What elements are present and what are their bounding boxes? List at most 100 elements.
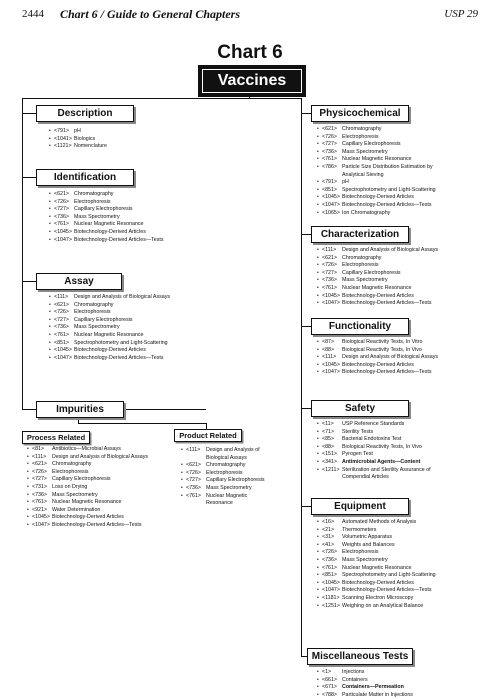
category-box-safety: Safety <box>311 400 409 417</box>
category-list-safety: <11> USP Reference Standards <71> Sterility… <box>317 421 431 482</box>
category-title: Impurities <box>56 404 104 415</box>
chapter-name: Capillary Electrophoresis <box>206 477 265 484</box>
list-item: <761> Nuclear Magnetic Resonance <box>317 564 436 573</box>
chapter-name: Particulate Matter in Injections <box>342 691 413 698</box>
chapter-name: Sterility Tests <box>342 428 374 435</box>
list-item: <736> Mass Spectrometry <box>27 492 148 500</box>
category-title: Characterization <box>320 229 400 240</box>
chapter-name: Capillary Electrophoresis <box>52 476 111 483</box>
chapter-code: <88> <box>322 443 335 450</box>
chapter-code: <761> <box>322 284 338 291</box>
chapter-name: Thermometers <box>342 526 377 533</box>
chapter-name: Design and Analysis of <box>206 447 260 453</box>
chapter-name: Containers—Permeation <box>342 684 404 691</box>
chapter-name: Biotechnology-Derived Articles—Tests <box>342 201 432 208</box>
impurities-h <box>78 423 206 424</box>
category-box-identification: Identification <box>36 169 134 186</box>
category-title: Functionality <box>328 321 392 332</box>
list-item: <761> Nuclear Magnetic Resonance <box>27 499 148 507</box>
chapter-name: Nuclear Magnetic Resonance <box>342 564 412 571</box>
category-title: Equipment <box>334 501 386 512</box>
list-item: <1047>Biotechnology-Derived Articles—Tes… <box>317 201 436 210</box>
chapter-code: <736> <box>322 556 338 563</box>
chapter-name: Weights and Balances <box>342 541 395 548</box>
list-item: <1065>Ion Chromatography <box>317 209 436 218</box>
chapter-name-continued: Compendial Articles <box>342 474 389 481</box>
list-item: <727> Capillary Electrophoresis <box>27 476 148 484</box>
right-branch <box>301 326 311 327</box>
list-item: <111> Design and Analysis of Biological A… <box>317 354 438 362</box>
chapter-name: Biotechnology-Derived Articles <box>74 347 146 354</box>
list-item: <111> Design and Analysis of Biological A… <box>317 247 438 255</box>
category-title: Assay <box>64 276 94 287</box>
subbox-title: Product Related <box>179 431 237 440</box>
chapter-code: <761> <box>186 492 202 499</box>
chapter-code: <85> <box>322 436 335 443</box>
list-item: <621> Chromatography <box>317 254 438 263</box>
list-item: <71> Sterility Tests <box>317 428 431 437</box>
chapter-code: <736> <box>54 324 70 331</box>
chapter-name: Biotechnology-Derived Articles <box>342 194 414 201</box>
category-list-miscellaneous: <1> Injections <661> Containers <671> Contain… <box>317 669 413 699</box>
list-item: <726> Electrophoresis <box>49 309 170 317</box>
chapter-code: <71> <box>322 428 335 435</box>
chapter-name: Electrophoresis <box>206 469 243 476</box>
chapter-code: <661> <box>322 676 338 683</box>
category-box-functionality: Functionality <box>311 318 409 335</box>
list-item: <761> Nuclear Magnetic Resonance <box>49 221 164 229</box>
left-branch <box>22 113 36 114</box>
chapter-name: Biotechnology-Derived Articles—Tests <box>74 236 164 243</box>
category-title: Miscellaneous Tests <box>311 651 409 662</box>
chapter-code: <621> <box>322 254 338 261</box>
chapter-name: Pyrogen Test <box>342 451 373 458</box>
right-trunk <box>301 98 302 656</box>
chapter-name: Injections <box>342 669 365 675</box>
category-list-description: <791> pH<1041>Biologics<1121>Nomenclature <box>49 128 107 151</box>
list-item: <87> Biological Reactivity Tests, In Vitr… <box>317 339 438 347</box>
chapter-name: Antibiotics—Microbial Assays <box>52 446 121 452</box>
chapter-code: <851> <box>322 186 338 193</box>
list-item: <726> Electrophoresis <box>27 469 148 477</box>
chapter-name: Design and Analysis of Biological Assays <box>342 247 438 253</box>
chapter-code: <1181> <box>322 594 340 601</box>
chapter-code: <1> <box>322 669 332 675</box>
chapter-code: <1065> <box>322 209 340 216</box>
chapter-name: Mass Spectrometry <box>342 148 388 155</box>
chapter-name: Biotechnology-Derived Articles—Tests <box>342 300 432 307</box>
right-branch <box>301 113 311 114</box>
list-item: <1047>Biotechnology-Derived Articles—Tes… <box>317 587 436 595</box>
chapter-name: Biologics <box>74 135 96 142</box>
list-item: <736> Mass Spectrometry <box>317 148 436 157</box>
chapter-code: <621> <box>32 461 48 468</box>
chapter-name: Nuclear Magnetic Resonance <box>74 331 144 338</box>
list-item: <736> Mass Spectrometry <box>49 324 170 332</box>
chapter-name: Design and Analysis of Biological Assays <box>342 354 438 361</box>
list-item: <1> Injections <box>317 669 413 677</box>
chapter-name-continued: Analytical Sieving <box>342 171 384 178</box>
list-item: <1047>Biotechnology-Derived Articles—Tes… <box>317 369 438 377</box>
chapter-name: Nuclear Magnetic Resonance <box>52 499 122 506</box>
category-box-assay: Assay <box>36 273 122 290</box>
chapter-code: <621> <box>186 462 202 469</box>
chapter-name: Biotechnology-Derived Articles—Tests <box>52 521 142 528</box>
chapter-code: <31> <box>322 534 335 541</box>
chapter-code: <851> <box>322 572 338 579</box>
chapter-code: <726> <box>186 469 202 476</box>
chapter-name: Design and Analysis of Biological Assays <box>52 453 148 460</box>
chapter-code: <111> <box>54 294 69 300</box>
chapter-name: pH <box>342 179 349 186</box>
list-item: <661> Containers <box>317 676 413 685</box>
chapter-code: <736> <box>54 213 70 220</box>
list-item: <111> Design and Analysis of Biological A… <box>27 453 148 462</box>
list-item: <1047>Biotechnology-Derived Articles—Tes… <box>49 236 164 245</box>
chapter-code: <761> <box>322 156 338 163</box>
list-item: <786> Particle Size Distribution Estimati… <box>317 164 436 179</box>
list-item: <851> Spectrophotometry and Light-Scatter… <box>49 339 170 348</box>
list-item: <621> Chromatography <box>49 302 170 310</box>
chapter-name: Spectrophotometry and Light-Scattering <box>74 339 168 346</box>
chapter-code: <761> <box>54 331 70 338</box>
chapter-code: <727> <box>54 206 70 213</box>
chapter-name: Electrophoresis <box>74 198 111 205</box>
list-item: <621> Chromatography <box>181 462 265 470</box>
